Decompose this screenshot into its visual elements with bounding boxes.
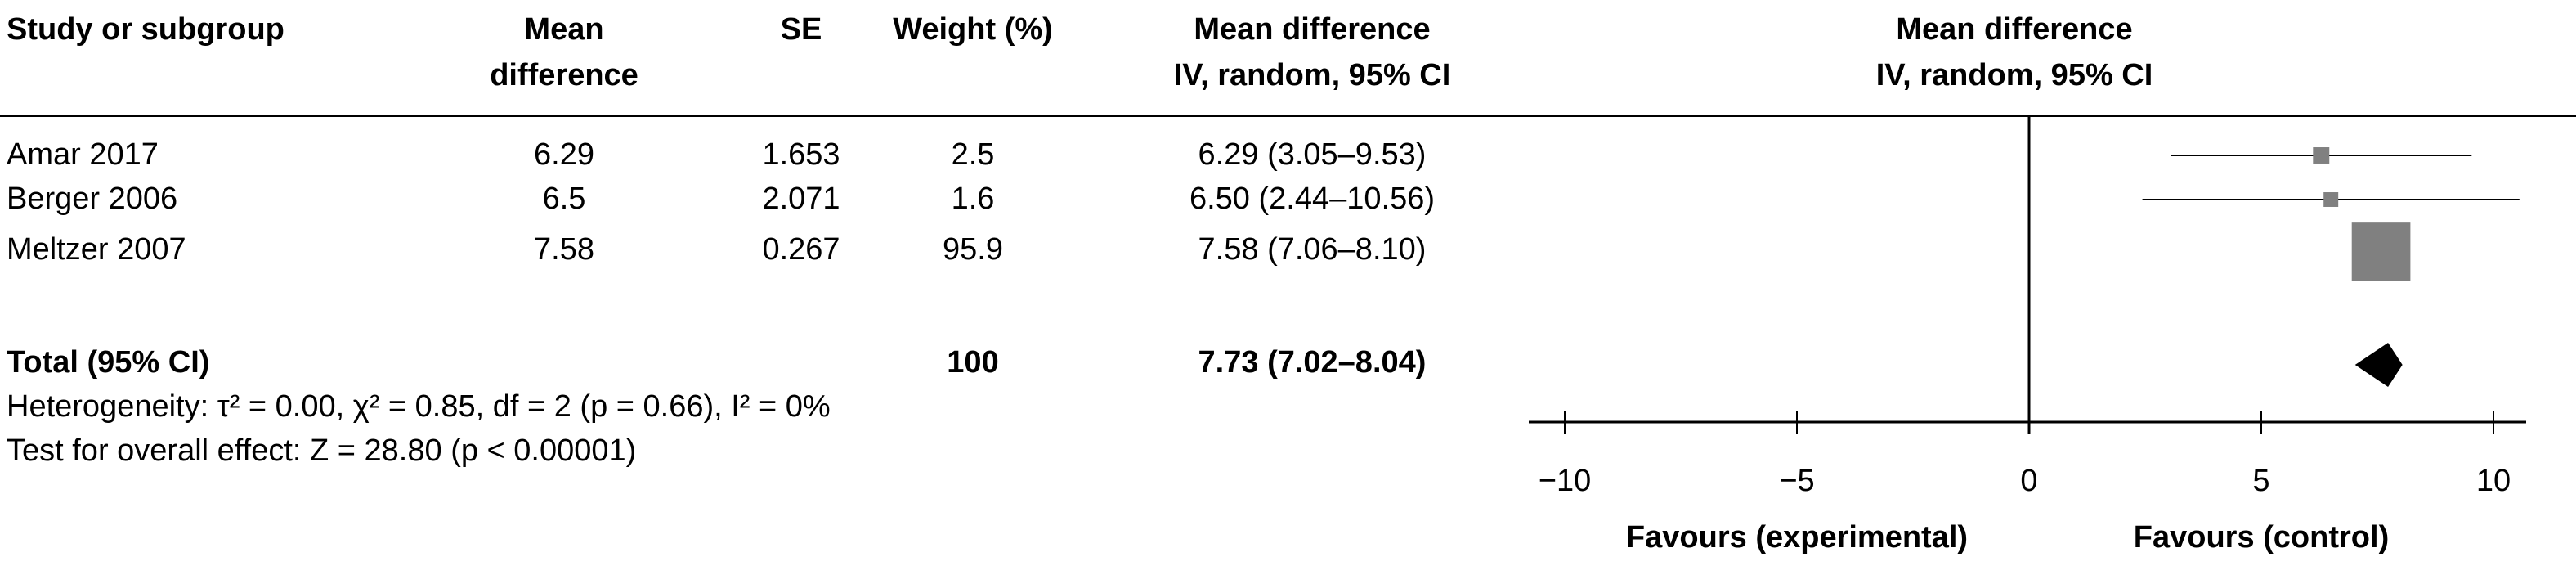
x-tick-label: 10 <box>2475 464 2511 498</box>
ci-value: 6.50 (2.44–10.56) <box>1189 182 1435 216</box>
overall-effect-text: Test for overall effect: Z = 28.80 (p < … <box>7 434 637 468</box>
mean-value: 6.5 <box>542 182 586 216</box>
total-label: Total (95% CI) <box>7 345 210 380</box>
column-header-plot: Mean difference IV, random, 95% CI <box>1687 7 2341 98</box>
weight-value: 95.9 <box>943 232 1003 267</box>
study-square <box>2323 192 2339 207</box>
heterogeneity-text: Heterogeneity: τ² = 0.00, χ² = 0.85, df … <box>7 389 831 424</box>
table-row: Amar 2017 6.29 1.653 2.5 6.29 (3.05–9.53… <box>0 136 1521 173</box>
favours-right-label: Favours (control) <box>2133 520 2390 555</box>
column-header-mean-line1: Mean <box>524 12 604 47</box>
ci-value: 6.29 (3.05–9.53) <box>1198 137 1427 172</box>
column-header-mean-difference: Mean difference <box>441 7 687 98</box>
study-square <box>2351 222 2411 281</box>
table-row: Meltzer 2007 7.58 0.267 95.9 7.58 (7.06–… <box>0 231 1521 268</box>
weight-value: 2.5 <box>951 137 995 172</box>
column-header-plot-line1: Mean difference <box>1896 12 2133 47</box>
column-header-ci-text: Mean difference IV, random, 95% CI <box>1136 7 1488 98</box>
study-name: Meltzer 2007 <box>7 232 186 267</box>
se-value: 2.071 <box>762 182 840 216</box>
total-ci: 7.73 (7.02–8.04) <box>1198 345 1427 380</box>
x-tick-label: −10 <box>1538 464 1592 498</box>
total-row: Total (95% CI) 100 7.73 (7.02–8.04) <box>0 344 1521 381</box>
column-header-weight: Weight (%) <box>893 12 1053 47</box>
study-name: Amar 2017 <box>7 137 159 172</box>
se-value: 0.267 <box>762 232 840 267</box>
column-header-ci-line1: Mean difference <box>1194 12 1431 47</box>
favours-left-label: Favours (experimental) <box>1625 520 1969 555</box>
header-divider <box>0 115 2576 117</box>
ci-value: 7.58 (7.06–8.10) <box>1198 232 1427 267</box>
weight-value: 1.6 <box>951 182 995 216</box>
column-header-mean-line2: difference <box>490 58 638 92</box>
table-row: Berger 2006 6.5 2.071 1.6 6.50 (2.44–10.… <box>0 180 1521 218</box>
mean-value: 6.29 <box>534 137 594 172</box>
column-header-ci-line2: IV, random, 95% CI <box>1173 58 1451 92</box>
x-tick-label: 0 <box>2020 464 2038 498</box>
study-name: Berger 2006 <box>7 182 178 216</box>
se-value: 1.653 <box>762 137 840 172</box>
total-weight: 100 <box>947 345 999 380</box>
summary-diamond <box>2354 343 2403 387</box>
column-header-se: SE <box>780 12 822 47</box>
column-header-study: Study or subgroup <box>7 12 284 47</box>
x-tick-label: 5 <box>2252 464 2270 498</box>
column-header-plot-line2: IV, random, 95% CI <box>1875 58 2153 92</box>
x-tick-label: −5 <box>1779 464 1815 498</box>
study-square <box>2313 147 2330 164</box>
mean-value: 7.58 <box>534 232 594 267</box>
